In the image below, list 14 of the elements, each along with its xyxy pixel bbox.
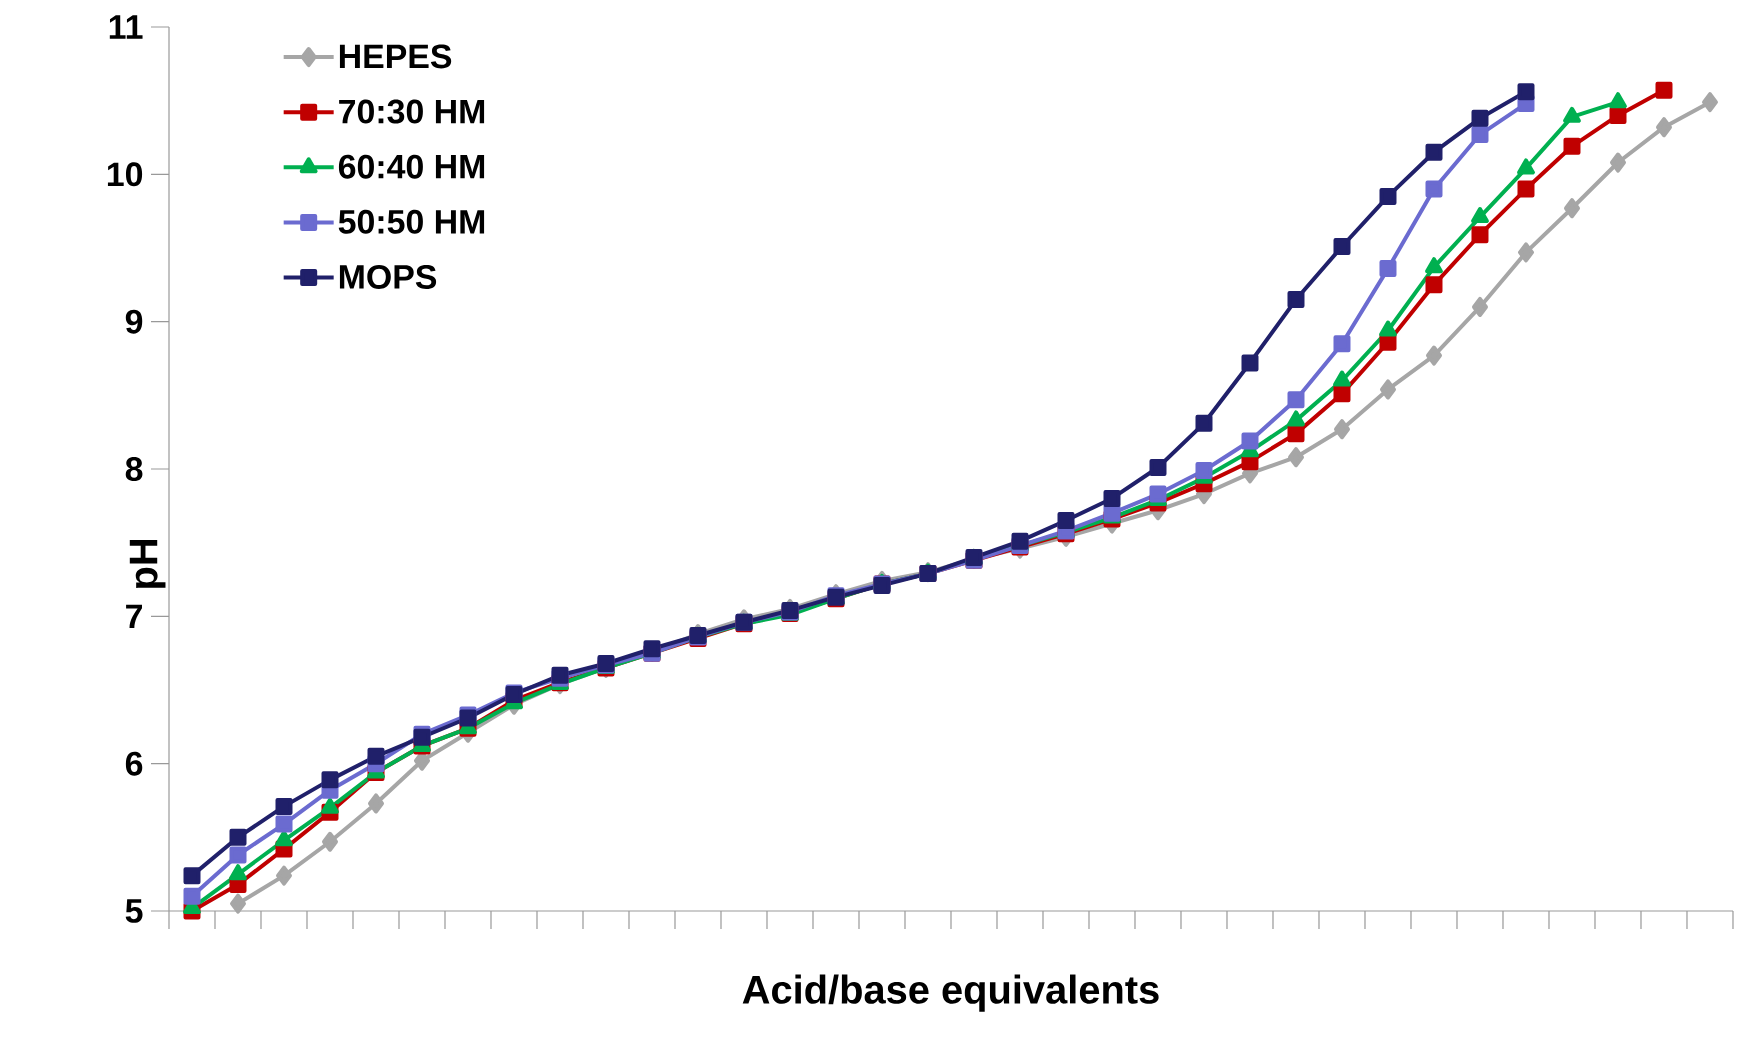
legend-label: HEPES (339, 44, 452, 69)
x-axis-title: Acid/base equivalents (742, 974, 1159, 1012)
y-tick-label: 7 (126, 604, 142, 628)
y-axis-title: pH (129, 540, 166, 588)
legend-label: 60:40 HM (338, 154, 485, 179)
y-tick-label: 11 (109, 15, 143, 39)
legend-label: MOPS (339, 264, 437, 289)
legend-label: 50:50 HM (338, 209, 485, 234)
y-tick-label: 8 (125, 457, 143, 481)
legend-label: 70:30 HM (339, 99, 485, 124)
y-tick-label: 5 (125, 899, 143, 923)
y-tick-label: 9 (125, 309, 143, 334)
y-tick-label: 6 (125, 751, 143, 776)
y-tick-label: 10 (107, 162, 143, 187)
